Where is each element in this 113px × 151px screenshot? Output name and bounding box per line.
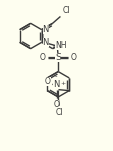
Text: +: +	[59, 81, 65, 86]
Text: N: N	[53, 80, 59, 89]
Text: O: O	[53, 100, 59, 109]
Text: S: S	[55, 53, 61, 63]
Text: O: O	[70, 53, 76, 63]
Text: O: O	[44, 77, 50, 86]
Text: -: -	[54, 73, 57, 79]
Text: N: N	[42, 38, 49, 47]
Text: N: N	[42, 25, 49, 34]
Text: O: O	[39, 53, 45, 63]
Text: Cl: Cl	[62, 6, 69, 16]
Text: NH: NH	[55, 41, 66, 50]
Text: Cl: Cl	[55, 108, 62, 117]
